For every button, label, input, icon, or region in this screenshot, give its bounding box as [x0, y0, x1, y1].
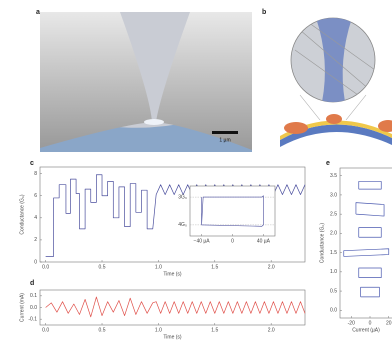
x-tick-label: -20: [348, 320, 355, 326]
panel-label: e: [326, 160, 330, 167]
panel-label: a: [36, 9, 40, 16]
y-tick-label: 2: [34, 237, 37, 243]
x-tick-label: 0.0: [42, 327, 49, 333]
y-axis-label: Conductance (G₀): [19, 194, 25, 234]
y-tick-label: -0.1: [28, 316, 37, 322]
data-line: [358, 181, 382, 190]
plot-frame: [39, 289, 306, 326]
y-tick-label: 8: [34, 171, 37, 177]
scale-bar-label: 1 µm: [219, 137, 230, 143]
y-tick-label: 3.0: [330, 192, 337, 198]
y-tick-label: 1.5: [330, 250, 337, 256]
y-tick-label: 0.1: [30, 293, 37, 299]
panel-label: d: [30, 280, 34, 287]
y-tick-label: 0.5: [330, 288, 337, 294]
y-tick-label: 3.5: [330, 173, 337, 179]
x-tick-label: 1.0: [155, 264, 162, 270]
schematic: [280, 17, 392, 147]
plot-frame: [339, 167, 392, 319]
x-tick-label: −40 µA: [194, 238, 211, 244]
data-line: [355, 202, 385, 217]
sem-image: 1 µm: [40, 12, 252, 152]
x-tick-label: 0.5: [99, 327, 106, 333]
x-tick-label: 2.0: [268, 264, 275, 270]
y-tick-label: 6: [34, 193, 37, 199]
x-tick-label: 0: [369, 320, 372, 326]
plot-frame: [189, 185, 276, 237]
x-tick-label: 1.0: [155, 327, 162, 333]
x-tick-label: 20: [386, 320, 392, 326]
data-line: [45, 296, 306, 318]
y-tick-label: 4G₀: [178, 222, 187, 228]
x-tick-label: 40 µA: [257, 238, 271, 244]
x-axis-label: Current (µA): [352, 327, 380, 333]
x-tick-label: 1.5: [211, 264, 218, 270]
data-line: [358, 227, 382, 238]
panel-label: b: [262, 9, 266, 16]
x-axis-label: Time (s): [163, 334, 181, 340]
x-axis-label: Time (s): [163, 271, 181, 277]
y-tick-label: 2.5: [330, 211, 337, 217]
data-line: [360, 286, 380, 298]
y-tick-label: 4: [34, 215, 37, 221]
y-tick-label: 0.0: [330, 308, 337, 314]
y-tick-label: 2.0: [330, 231, 337, 237]
x-tick-label: 2.0: [268, 327, 275, 333]
x-tick-label: 0.5: [99, 264, 106, 270]
x-tick-label: 1.5: [211, 327, 218, 333]
data-line: [358, 267, 382, 278]
data-line: [343, 248, 390, 257]
y-tick-label: 0.0: [30, 305, 37, 311]
y-tick-label: 1.0: [330, 269, 337, 275]
panel-label: c: [30, 160, 34, 167]
x-tick-label: 0: [231, 238, 234, 244]
x-tick-label: 0.0: [42, 264, 49, 270]
y-tick-label: 3G₀: [178, 194, 187, 200]
y-axis-label: Current (mA): [19, 293, 25, 322]
data-line: [201, 195, 264, 227]
y-tick-label: 0: [34, 259, 37, 265]
y-axis-label: Conductance (G₀): [319, 223, 325, 263]
